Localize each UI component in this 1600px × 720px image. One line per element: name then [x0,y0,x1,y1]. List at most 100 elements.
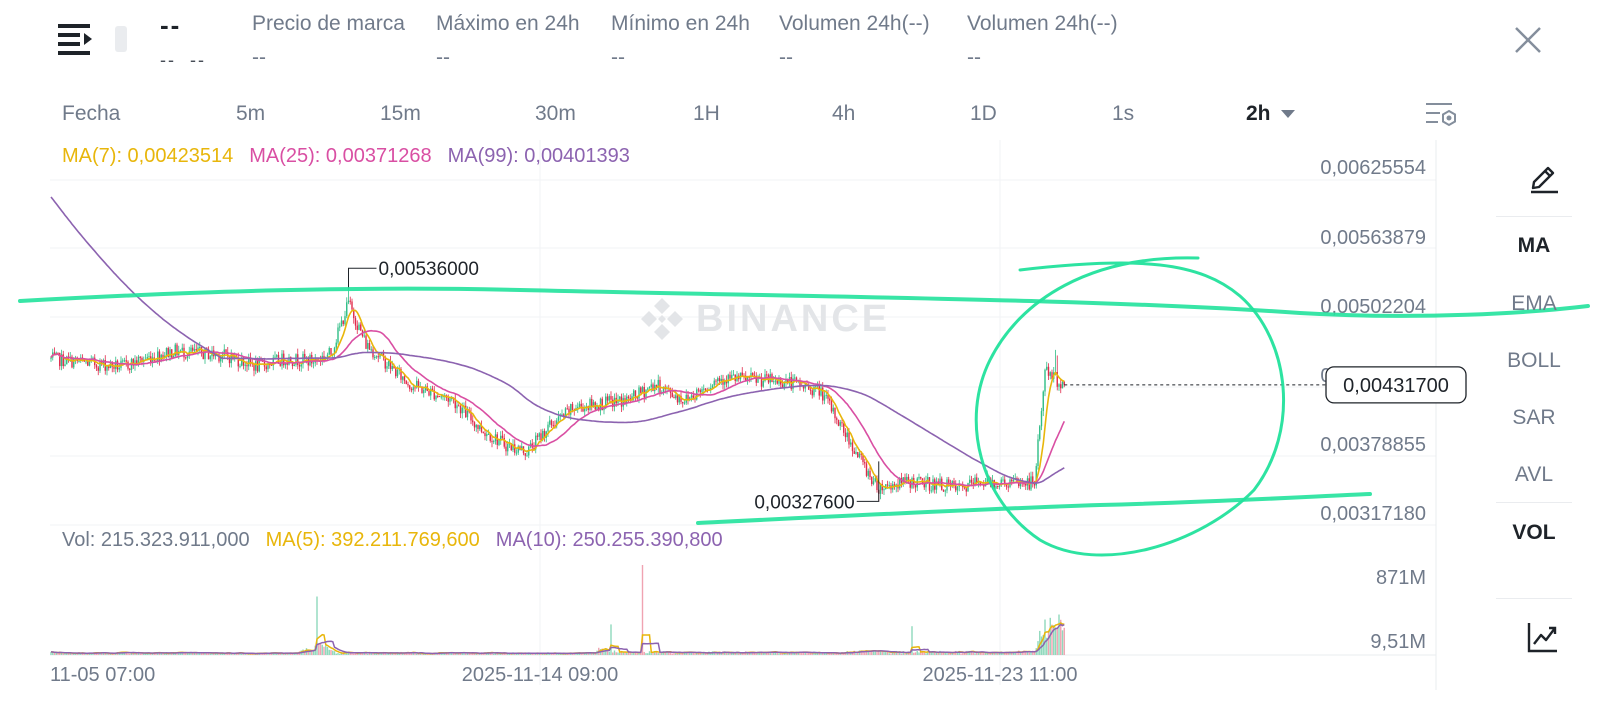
candle-body [379,354,381,358]
sidebar-item-boll[interactable]: BOLL [1507,349,1561,372]
candle-body [412,387,414,391]
candle-body [638,387,640,399]
volume-bar [718,653,721,655]
volume-bar [977,652,980,655]
candle-body [1035,466,1037,486]
tab-1h[interactable]: 1H [693,102,720,125]
volume-bar [984,652,987,655]
volume-bar [181,653,183,655]
candle-body [725,380,728,384]
volume-bar [398,653,400,655]
volume-bar [724,651,726,655]
volume-bar [584,653,586,655]
candle-body [605,396,607,409]
line-chart-icon[interactable] [1526,620,1560,654]
candle-body [449,398,451,402]
candle-body [589,398,591,410]
candle-body [1007,486,1009,488]
candle-body [808,385,810,390]
sidebar-item-avl[interactable]: AVL [1514,463,1554,486]
candle-body [356,325,358,330]
volume-bar [417,653,420,655]
tab-5m[interactable]: 5m [236,102,266,125]
candle-body [158,351,161,362]
chart-settings-icon[interactable] [1424,100,1458,130]
volume-bar [727,653,729,655]
candle-body [752,373,754,376]
volume-bar [508,653,511,655]
tab-1d[interactable]: 1D [970,102,997,125]
volume-bar [332,650,334,655]
volume-bar [375,653,378,655]
volume-bar [914,652,917,655]
volume-bar [603,650,605,655]
candle-body [396,370,399,377]
candle-body [746,376,749,381]
volume-bar [410,653,413,655]
candle-body [400,369,402,380]
candle-body [270,364,273,366]
volume-bar [55,652,57,655]
candle-body [862,454,864,463]
volume-bar [284,653,287,655]
volume-bar [666,651,668,655]
volume-bar [659,652,661,655]
tab-2h-selected[interactable]: 2h [1246,102,1295,126]
sidebar-item-vol[interactable]: VOL [1512,521,1556,544]
volume-bar [134,652,136,655]
stat-volume-base: Volumen 24h(--) -- [779,12,930,70]
volume-bar [115,653,117,655]
volume-bar [470,653,472,655]
close-icon[interactable] [1512,24,1544,56]
volume-bar [592,653,595,655]
candlestick-chart[interactable]: BINANCE 0,006255540,005638790,005022040,… [0,140,1600,720]
candle-body [377,356,379,358]
volume-bar [759,651,761,655]
volume-bar [925,653,927,655]
candle-body [272,357,274,366]
tab-15m[interactable]: 15m [380,102,421,125]
sidebar-item-ma[interactable]: MA [1517,234,1551,257]
volume-bar [337,652,339,655]
candle-body [543,430,546,438]
volume-bars [50,565,1065,655]
candle-body [209,356,211,360]
tab-1s[interactable]: 1s [1112,102,1135,125]
volume-bar [503,652,505,655]
stat-value: -- [967,46,981,69]
volume-bar [801,651,803,655]
ma25-line [50,329,1066,487]
volume-bar [204,652,206,655]
volume-bar [197,653,199,655]
volume-bar [255,653,257,655]
tab-30m[interactable]: 30m [535,102,576,125]
candle-body [416,380,418,388]
sidebar-item-ema[interactable]: EMA [1511,292,1557,315]
volume-bar [657,653,659,655]
volume-bar [211,652,213,655]
candle-body [550,420,553,426]
volume-bar [757,651,759,655]
candle-body [710,387,712,390]
pencil-draw-icon[interactable] [1528,160,1560,194]
candle-body [510,443,512,451]
volume-bar [372,652,374,655]
menu-list-icon[interactable] [58,22,94,56]
volume-bar [519,653,521,655]
pair-symbol[interactable]: -- [160,10,182,40]
sidebar-item-sar[interactable]: SAR [1512,406,1556,429]
stat-value: -- [252,46,266,69]
tab-4h[interactable]: 4h [832,102,856,125]
candle-body [346,302,348,317]
candle-body [713,380,715,386]
volume-bar [101,652,103,655]
tab-fecha[interactable]: Fecha [62,102,121,125]
candle-body [465,405,467,418]
candle-body [783,382,785,388]
candle-body [458,405,460,407]
candle-body [491,440,493,443]
candle-body [248,357,250,367]
volume-bar [613,650,616,655]
volume-bar [920,651,922,655]
volume-bar [913,652,915,655]
